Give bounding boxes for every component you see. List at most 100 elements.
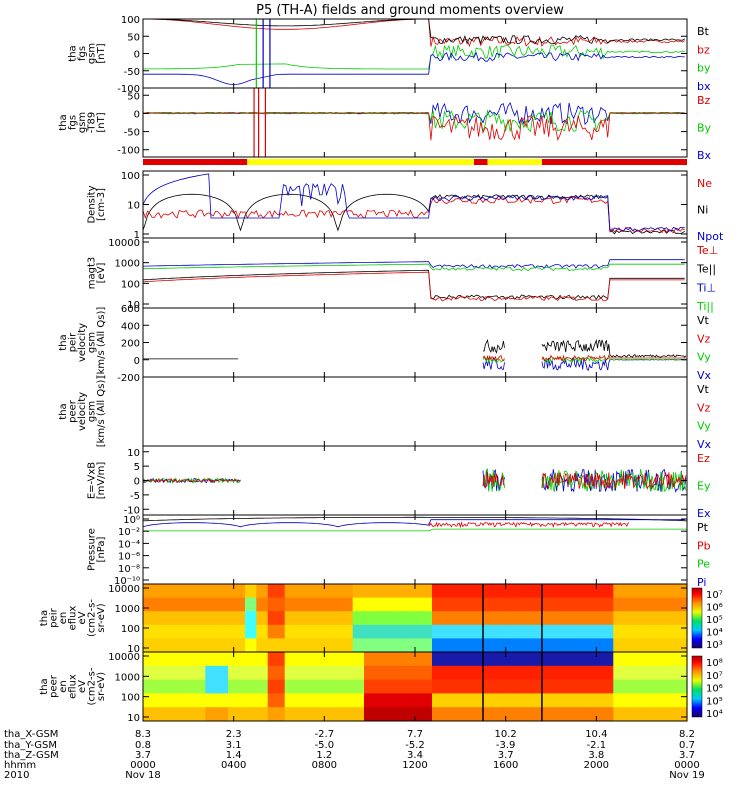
panel-frame	[142, 87, 688, 158]
heatmap-cell	[143, 665, 150, 681]
heatmap-cell	[392, 665, 399, 681]
heatmap-cell	[403, 693, 410, 708]
panel-frame	[142, 237, 688, 309]
heatmap-cell	[250, 597, 257, 612]
heatmap-cell	[494, 611, 501, 626]
heatmap-cell	[386, 638, 393, 653]
heatmap-cell	[245, 693, 252, 708]
heatmap-cell	[522, 707, 529, 722]
heatmap-cell	[262, 693, 269, 708]
heatmap-cell	[222, 597, 229, 612]
heatmap-cell	[409, 693, 416, 708]
heatmap-cell	[205, 652, 212, 667]
heatmap-cell	[624, 652, 631, 667]
heatmap-cell	[256, 584, 263, 599]
heatmap-cell	[211, 693, 218, 708]
heatmap-cell	[511, 652, 518, 667]
heatmap-cell	[517, 638, 524, 653]
heatmap-cell	[290, 652, 297, 667]
heatmap-cell	[290, 597, 297, 612]
heatmap-cell	[590, 597, 597, 612]
heatmap-cell	[358, 611, 365, 626]
heatmap-cell	[432, 584, 439, 599]
legend-entry: bx	[697, 80, 711, 93]
heatmap-cell	[330, 707, 337, 722]
heatmap-cell	[630, 665, 637, 681]
heatmap-cell	[466, 638, 473, 653]
heatmap-cell	[364, 693, 371, 708]
heatmap-cell	[675, 707, 682, 722]
heatmap-cell	[148, 624, 155, 639]
heatmap-cell	[199, 611, 206, 626]
heatmap-cell	[596, 652, 603, 667]
heatmap-cell	[386, 597, 393, 612]
heatmap-cell	[636, 597, 643, 612]
heatmap-cell	[262, 638, 269, 653]
y-axis-label: (cm2-s-	[87, 599, 98, 637]
heatmap-cell	[182, 665, 189, 681]
heatmap-cell	[500, 665, 507, 681]
heatmap-cell	[188, 665, 195, 681]
heatmap-cell	[222, 707, 229, 722]
time-tick-label: 2000	[584, 760, 609, 771]
heatmap-cell	[590, 679, 597, 694]
heatmap-cell	[267, 611, 274, 626]
heatmap-cell	[267, 584, 274, 599]
heatmap-cell	[500, 597, 507, 612]
legend-entry: Vz	[697, 332, 711, 345]
heatmap-cell	[375, 638, 382, 653]
heatmap-cell	[534, 665, 541, 681]
heatmap-cell	[369, 584, 376, 599]
series-npot	[142, 173, 685, 232]
heatmap-cell	[471, 665, 478, 681]
colorbar-tick-label: 10⁴	[706, 709, 723, 720]
x-gsm-value: 2.3	[226, 729, 242, 740]
heatmap-cell	[460, 611, 467, 626]
heatmap-cell	[228, 611, 235, 626]
heatmap-cell	[670, 611, 677, 626]
heatmap-cell	[160, 624, 167, 639]
heatmap-cell	[165, 611, 172, 626]
y-tick-label: 10⁻²	[118, 527, 140, 538]
heatmap-cell	[658, 665, 665, 681]
heatmap-cell	[443, 652, 450, 667]
heatmap-cell	[624, 584, 631, 599]
heatmap-cell	[511, 665, 518, 681]
heatmap-cell	[505, 693, 512, 708]
heatmap-cell	[403, 584, 410, 599]
heatmap-cell	[267, 652, 274, 667]
legend-entry: Vy	[697, 351, 711, 364]
heatmap-cell	[279, 665, 286, 681]
heatmap-cell	[585, 679, 592, 694]
heatmap-cell	[551, 707, 558, 722]
heatmap-cell	[545, 652, 552, 667]
x-gsm-value: 8.3	[135, 729, 151, 740]
heatmap-cell	[494, 707, 501, 722]
heatmap-cell	[148, 584, 155, 599]
heatmap-cell	[296, 652, 303, 667]
heatmap-cell	[664, 624, 671, 639]
heatmap-cell	[245, 584, 252, 599]
heatmap-cell	[245, 597, 252, 612]
heatmap-cell	[347, 611, 354, 626]
heatmap-cell	[454, 707, 461, 722]
heatmap-cell	[398, 597, 405, 612]
heatmap-cell	[432, 652, 439, 667]
heatmap-cell	[313, 652, 320, 667]
heatmap-cell	[483, 679, 490, 694]
heatmap-cell	[143, 652, 150, 667]
heatmap-cell	[313, 624, 320, 639]
heatmap-cell	[613, 652, 620, 667]
heatmap-cell	[290, 707, 297, 722]
heatmap-cell	[579, 693, 586, 708]
heatmap-cell	[449, 624, 456, 639]
heatmap-cell	[449, 707, 456, 722]
heatmap-cell	[647, 584, 654, 599]
heatmap-cell	[392, 611, 399, 626]
heatmap-cell	[194, 679, 201, 694]
heatmap-cell	[670, 693, 677, 708]
colorbar	[691, 587, 703, 649]
heatmap-cell	[154, 597, 161, 612]
heatmap-cell	[579, 679, 586, 694]
